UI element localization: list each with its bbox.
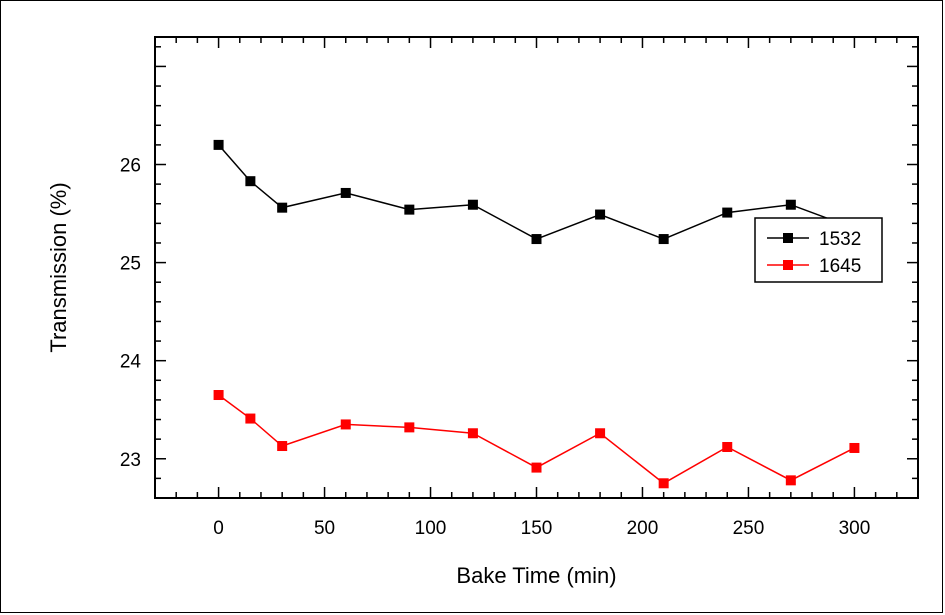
plot-area-frame <box>154 36 919 499</box>
legend-label: 1645 <box>819 256 861 277</box>
tick-labels: 0 50 100 150 200 250 300 23 24 25 26 <box>120 156 870 539</box>
legend-label: 1532 <box>819 229 861 250</box>
data-point-1532 <box>722 207 733 218</box>
series-layer <box>213 139 860 489</box>
legend: 1532 1645 <box>754 217 883 283</box>
data-point-1645 <box>849 442 860 453</box>
y-tick-label: 26 <box>120 156 141 177</box>
x-tick-label: 250 <box>733 518 765 539</box>
legend-box <box>754 217 883 283</box>
data-point-1645 <box>467 428 478 439</box>
y-tick-label: 24 <box>120 352 142 373</box>
data-point-1645 <box>404 422 415 433</box>
data-point-1532 <box>658 234 669 245</box>
legend-marker <box>783 233 793 243</box>
data-point-1532 <box>340 187 351 198</box>
data-point-1532 <box>245 176 256 187</box>
data-point-1645 <box>531 462 542 473</box>
data-point-1645 <box>277 441 288 452</box>
y-tick-label: 25 <box>120 254 141 275</box>
data-point-1645 <box>658 478 669 489</box>
x-tick-label: 50 <box>314 518 335 539</box>
data-point-1645 <box>245 413 256 424</box>
y-axis-label: Transmission (%) <box>46 182 71 352</box>
data-point-1532 <box>277 202 288 213</box>
series-line-1645 <box>218 394 855 485</box>
data-point-1645 <box>340 419 351 430</box>
data-point-1645 <box>213 390 224 401</box>
x-tick-label: 200 <box>627 518 659 539</box>
data-point-1532 <box>404 204 415 215</box>
x-tick-label: 300 <box>839 518 871 539</box>
data-point-1645 <box>722 441 733 452</box>
x-tick-label: 150 <box>521 518 553 539</box>
x-axis-label: Bake Time (min) <box>456 563 616 588</box>
data-point-1532 <box>785 199 796 210</box>
data-point-1532 <box>467 199 478 210</box>
data-point-1645 <box>595 428 606 439</box>
y-tick-label: 23 <box>120 450 141 471</box>
legend-marker <box>783 260 793 270</box>
data-point-1532 <box>595 209 606 220</box>
series-line-1532 <box>218 144 855 240</box>
data-point-1645 <box>785 475 796 486</box>
data-point-1532 <box>213 139 224 150</box>
data-point-1532 <box>531 234 542 245</box>
x-tick-label: 100 <box>415 518 447 539</box>
x-tick-label: 0 <box>213 518 224 539</box>
